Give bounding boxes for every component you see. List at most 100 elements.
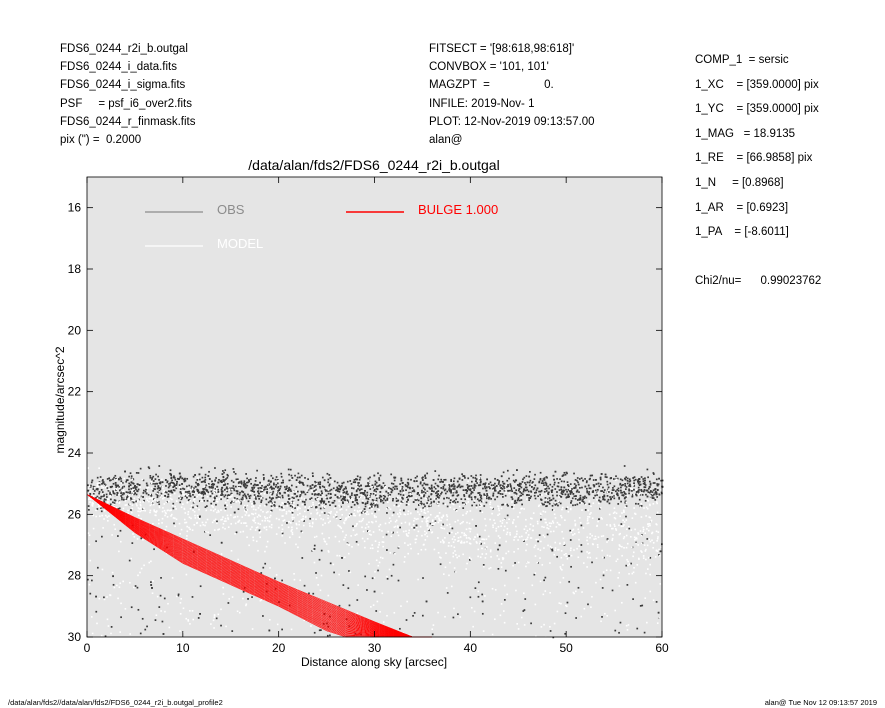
obs-point — [139, 467, 142, 470]
model-point — [160, 494, 163, 497]
model-point — [525, 538, 527, 541]
obs-point — [231, 500, 233, 503]
model-point — [480, 505, 483, 507]
obs-point — [406, 500, 408, 503]
obs-point — [473, 483, 476, 486]
obs-point — [245, 495, 247, 498]
model-point — [202, 524, 205, 526]
obs-point — [392, 511, 395, 514]
model-point — [87, 532, 90, 534]
model-point — [201, 500, 204, 502]
obs-point — [150, 581, 152, 583]
model-point — [91, 504, 93, 506]
obs-point — [356, 502, 359, 505]
obs-point — [399, 627, 401, 630]
model-point — [448, 574, 450, 577]
model-point — [255, 508, 257, 511]
model-point — [439, 541, 442, 543]
model-point — [574, 524, 577, 527]
model-point — [291, 531, 294, 534]
obs-point — [270, 498, 273, 501]
obs-point — [233, 487, 235, 490]
obs-point — [172, 486, 175, 488]
obs-point — [462, 475, 465, 477]
model-point — [586, 551, 588, 553]
model-point — [497, 507, 500, 510]
obs-point — [342, 584, 345, 586]
model-point — [259, 489, 261, 491]
model-point — [459, 536, 462, 538]
obs-point — [488, 497, 490, 500]
model-point — [595, 557, 598, 560]
model-point — [445, 514, 448, 516]
model-point — [531, 483, 533, 486]
obs-point — [173, 475, 175, 478]
obs-point — [129, 484, 132, 486]
model-point — [529, 523, 532, 526]
obs-point — [91, 479, 94, 482]
obs-point — [280, 481, 283, 484]
model-point — [556, 521, 559, 524]
model-point — [162, 491, 164, 494]
model-point — [198, 517, 201, 520]
model-point — [633, 493, 635, 496]
model-point — [536, 520, 539, 523]
model-point — [144, 509, 146, 512]
model-point — [594, 487, 596, 490]
model-point — [183, 494, 186, 496]
obs-point — [602, 486, 604, 489]
model-point — [614, 525, 616, 528]
obs-point — [626, 480, 629, 482]
obs-point — [247, 500, 250, 503]
obs-point — [128, 485, 130, 487]
model-point — [484, 595, 486, 597]
obs-point — [199, 585, 202, 588]
model-point — [505, 533, 508, 536]
model-point — [651, 531, 654, 534]
model-point — [640, 534, 643, 537]
model-point — [415, 526, 418, 529]
model-point — [121, 490, 124, 493]
model-point — [304, 510, 306, 513]
model-point — [405, 533, 408, 535]
model-point — [205, 530, 207, 533]
obs-point — [480, 500, 483, 503]
model-point — [363, 496, 366, 499]
obs-point — [486, 478, 489, 481]
obs-point — [201, 476, 204, 479]
model-point — [614, 528, 617, 530]
obs-point — [329, 562, 332, 565]
obs-point — [545, 505, 547, 508]
obs-point — [115, 484, 118, 487]
obs-point — [267, 480, 270, 482]
model-point — [554, 541, 557, 544]
obs-point — [613, 485, 616, 488]
obs-point — [647, 487, 650, 490]
obs-point — [87, 578, 89, 581]
obs-point — [221, 494, 224, 496]
obs-point — [618, 497, 621, 500]
obs-point — [588, 493, 591, 496]
obs-point — [474, 496, 476, 498]
obs-point — [529, 470, 531, 473]
obs-point — [226, 490, 229, 493]
model-point — [336, 554, 338, 557]
obs-point — [407, 499, 409, 501]
obs-point — [514, 500, 516, 503]
obs-point — [544, 488, 547, 490]
obs-point — [457, 613, 459, 616]
obs-point — [96, 476, 99, 479]
obs-point — [356, 599, 359, 601]
model-point — [263, 492, 266, 495]
obs-point — [378, 477, 380, 479]
model-point — [390, 520, 392, 522]
obs-point — [389, 493, 392, 496]
model-point — [388, 499, 391, 501]
model-point — [633, 536, 636, 539]
obs-point — [233, 511, 236, 514]
model-point — [466, 562, 468, 565]
obs-point — [384, 484, 386, 487]
model-point — [631, 488, 634, 490]
model-point — [378, 561, 381, 564]
model-point — [370, 534, 372, 536]
